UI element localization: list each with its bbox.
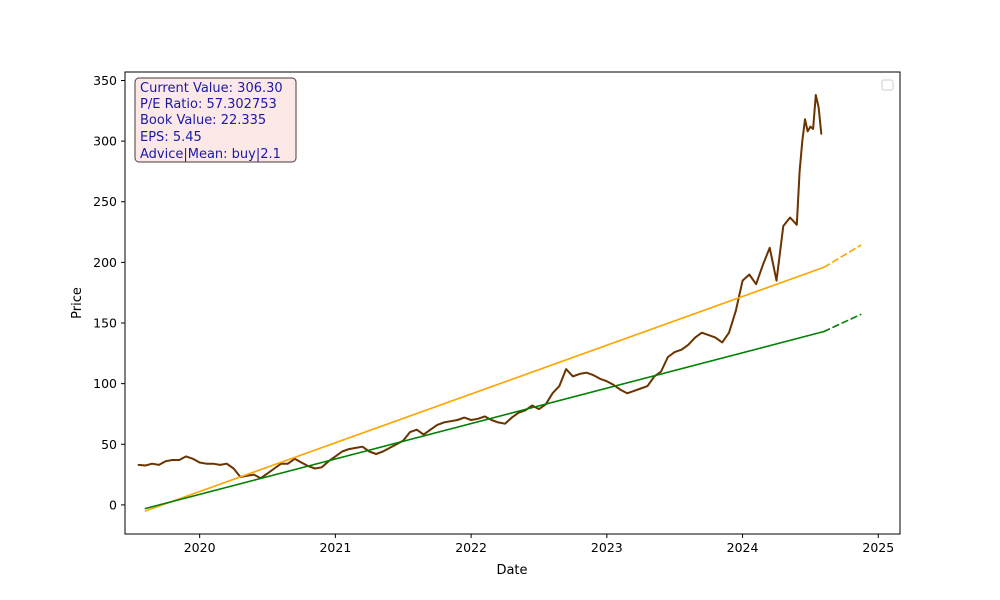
y-tick-label-7: 350 (93, 73, 117, 88)
legend-box (881, 79, 894, 91)
y-tick-label-0: 0 (109, 497, 117, 512)
x-tick-label-1: 2021 (319, 540, 351, 555)
x-tick-label-4: 2024 (727, 540, 759, 555)
x-tick-label-0: 2020 (184, 540, 216, 555)
info-book-value: Book Value: 22.335 (140, 113, 266, 128)
y-axis-label: Price (70, 287, 85, 319)
info-eps: EPS: 5.45 (140, 130, 202, 145)
series-line-trend-upper (144, 266, 825, 512)
y-tick-label-5: 250 (93, 194, 117, 209)
y-tick-label-4: 200 (93, 255, 117, 270)
y-axis-ticks: 0 50 100 150 200 250 300 350 (93, 73, 125, 512)
info-box: Current Value: 306.30 P/E Ratio: 57.3027… (134, 77, 297, 163)
y-tick-label-2: 100 (93, 376, 117, 391)
y-tick-label-1: 50 (101, 437, 117, 452)
series-line-trend-lower (144, 330, 825, 510)
info-box-frame (134, 77, 297, 163)
y-tick-label-6: 300 (93, 134, 117, 149)
series-line-trend-upper-projection (823, 244, 862, 269)
series-line-price (137, 94, 823, 480)
x-axis-label: Date (496, 563, 527, 578)
x-tick-label-3: 2023 (591, 540, 623, 555)
series-layer (137, 94, 862, 512)
x-tick-label-5: 2025 (862, 540, 894, 555)
info-advice-mean: Advice|Mean: buy|2.1 (140, 147, 281, 162)
series-line-trend-lower-projection (823, 313, 862, 333)
x-axis-ticks: 2020 2021 2022 2023 2024 2025 (184, 534, 894, 555)
x-tick-label-2: 2022 (455, 540, 487, 555)
y-tick-label-3: 150 (93, 316, 117, 331)
plot-frame (124, 71, 901, 535)
info-current-value: Current Value: 306.30 (140, 81, 283, 96)
info-pe-ratio: P/E Ratio: 57.302753 (140, 97, 277, 112)
